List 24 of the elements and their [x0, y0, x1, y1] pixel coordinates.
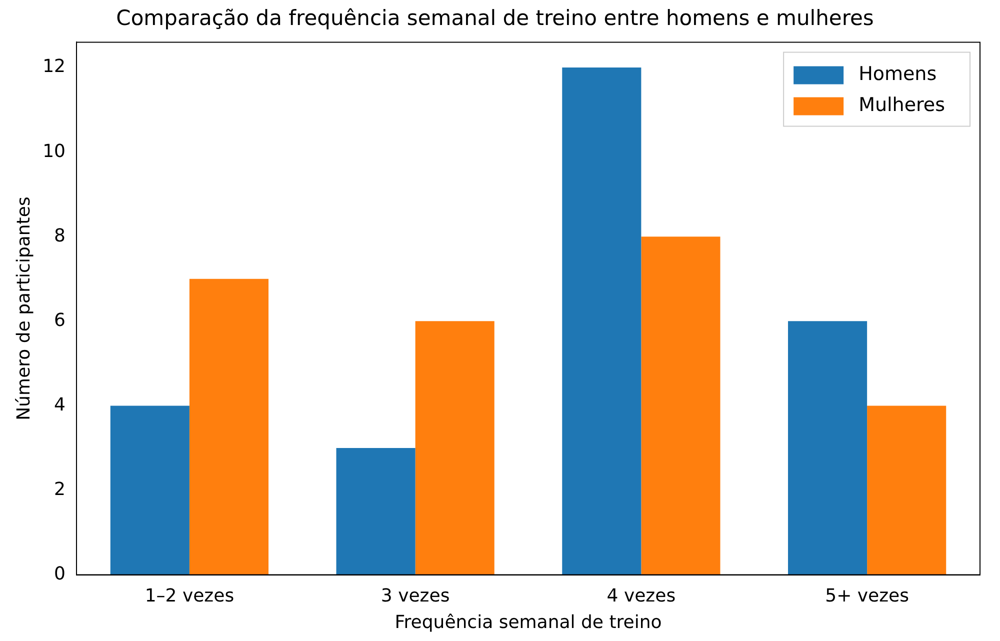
chart-title: Comparação da frequência semanal de treino entre homens e mulheres — [116, 6, 874, 30]
y-tick-label: 10 — [42, 140, 66, 162]
y-tick-label: 2 — [54, 478, 66, 500]
x-tick-label: 4 vezes — [606, 585, 676, 606]
x-axis-title: Frequência semanal de treino — [394, 612, 662, 633]
y-tick-label: 8 — [54, 225, 66, 246]
x-tick-label: 5+ vezes — [825, 585, 910, 606]
bar — [110, 406, 190, 575]
y-axis-title: Número de participantes — [13, 196, 34, 420]
bar — [336, 448, 416, 575]
legend-label: Mulheres — [858, 94, 946, 116]
bar — [867, 406, 946, 575]
y-tick-label: 0 — [54, 563, 66, 584]
legend-label: Homens — [858, 63, 937, 86]
bar — [189, 278, 268, 575]
y-tick-label: 4 — [54, 394, 66, 416]
bar — [641, 236, 720, 575]
bar — [562, 68, 642, 575]
x-tick-label: 3 vezes — [380, 585, 450, 606]
bar — [788, 321, 868, 575]
bar — [415, 321, 494, 575]
x-tick-label: 1–2 vezes — [144, 585, 234, 606]
y-tick-label: 12 — [42, 56, 66, 78]
y-tick-label: 6 — [54, 310, 66, 331]
